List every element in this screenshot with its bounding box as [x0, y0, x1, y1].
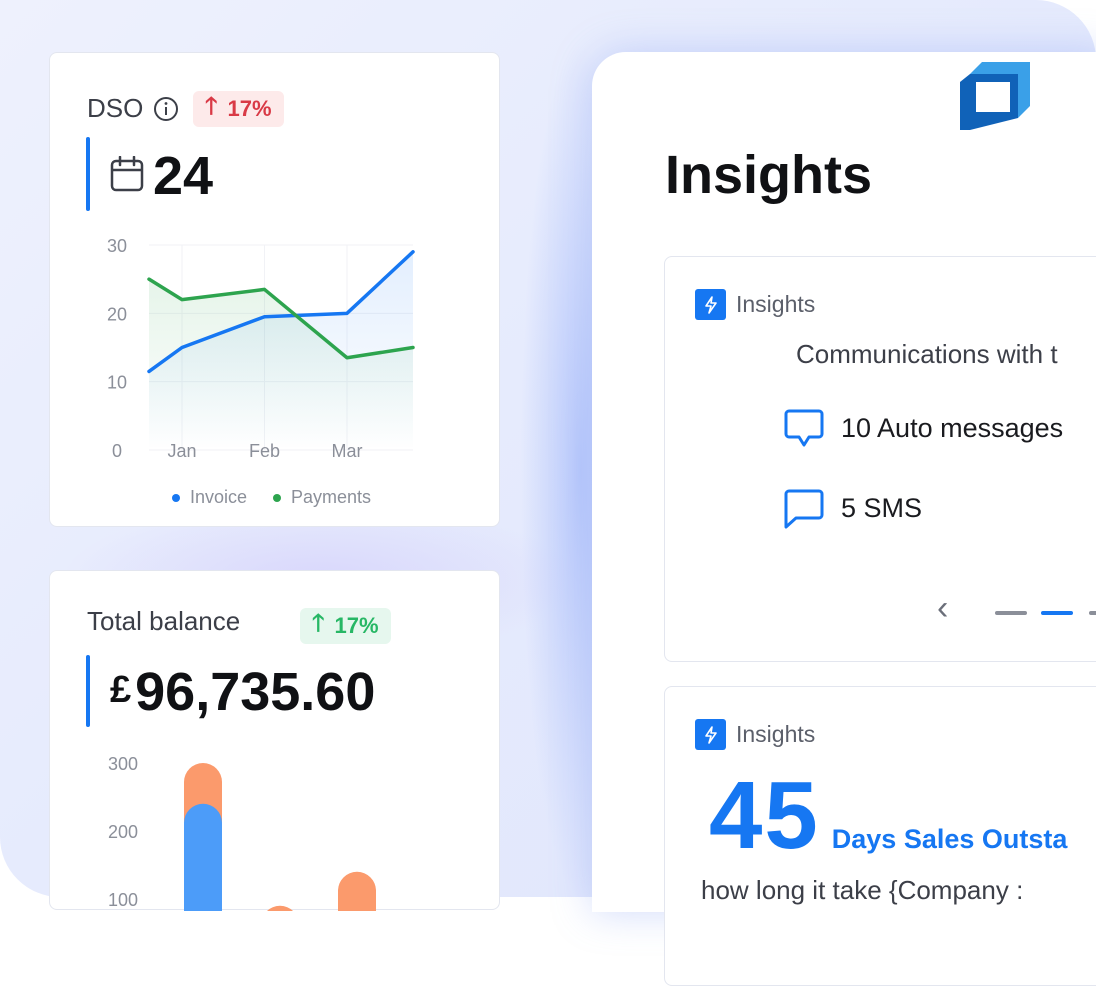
legend-dot	[273, 494, 281, 502]
bar	[261, 906, 299, 911]
y-tick-label: 20	[107, 304, 127, 324]
accent-bar	[86, 137, 90, 211]
arrow-up-icon: 🡑	[312, 606, 324, 647]
insights-card-header: Insights	[695, 289, 815, 320]
carousel-dot-active[interactable]	[1041, 611, 1073, 615]
currency-symbol: £	[110, 669, 131, 712]
accent-bar	[86, 655, 90, 727]
carousel-prev-button[interactable]: ‹	[937, 593, 948, 623]
dso-insight-value: 45 Days Sales Outsta	[709, 761, 1067, 871]
y-tick-label: 200	[108, 822, 138, 842]
dso-title: DSO	[87, 93, 179, 124]
balance-amount: 96,735.60	[135, 661, 375, 723]
list-item: 5 SMS	[783, 487, 922, 529]
legend-invoice: Invoice	[172, 487, 247, 508]
dso-days-caption: Days Sales Outsta	[832, 824, 1068, 855]
insight-description: Communications with t	[796, 339, 1058, 370]
balance-change-value: 17%	[334, 613, 378, 639]
legend-dot	[172, 494, 180, 502]
insights-card-communications: Insights Communications with t 10 Auto m…	[664, 256, 1096, 662]
balance-value: £ 96,735.60	[110, 661, 375, 723]
legend-payments: Payments	[273, 487, 371, 508]
dso-days-number: 45	[709, 761, 820, 871]
legend-label: Invoice	[190, 487, 247, 508]
y-tick-label: 30	[107, 236, 127, 256]
bar	[184, 804, 222, 911]
total-balance-card: Total balance 🡑 17% £ 96,735.60 300 200 10…	[49, 570, 500, 910]
arrow-up-icon: 🡑	[205, 89, 217, 130]
dso-change-value: 17%	[227, 96, 271, 122]
company-logo	[960, 60, 1032, 132]
dso-value: 24	[153, 145, 213, 207]
lightning-icon	[695, 719, 726, 750]
calendar-icon	[110, 156, 144, 192]
balance-bar-chart: 300 200 100	[50, 741, 498, 911]
insights-card-label: Insights	[736, 721, 815, 748]
insights-card-label: Insights	[736, 291, 815, 318]
sms-label: 5 SMS	[841, 493, 922, 524]
insight-description: how long it take {Company :	[701, 875, 1023, 906]
carousel-dot[interactable]	[1089, 611, 1096, 615]
y-tick-label: 300	[108, 754, 138, 774]
legend-label: Payments	[291, 487, 371, 508]
list-item: 10 Auto messages	[783, 407, 1063, 449]
insights-card-header: Insights	[695, 719, 815, 750]
bar	[338, 872, 376, 911]
insights-card-dso: Insights 45 Days Sales Outsta how long i…	[664, 686, 1096, 986]
lightning-icon	[695, 289, 726, 320]
y-tick-label: 0	[112, 441, 122, 461]
insights-panel: Insights Insights Communications with t …	[592, 52, 1096, 912]
carousel-dot[interactable]	[995, 611, 1027, 615]
dso-change-badge: 🡑 17%	[193, 91, 284, 127]
auto-messages-label: 10 Auto messages	[841, 413, 1063, 444]
balance-change-badge: 🡑 17%	[300, 608, 391, 644]
message-bubble-icon	[783, 407, 825, 449]
dso-title-label: DSO	[87, 93, 143, 124]
info-icon[interactable]	[153, 96, 179, 122]
sms-icon	[783, 487, 825, 529]
page-title: Insights	[665, 144, 872, 206]
y-tick-label: 100	[108, 890, 138, 910]
balance-title: Total balance	[87, 606, 240, 637]
y-tick-label: 10	[107, 373, 127, 393]
